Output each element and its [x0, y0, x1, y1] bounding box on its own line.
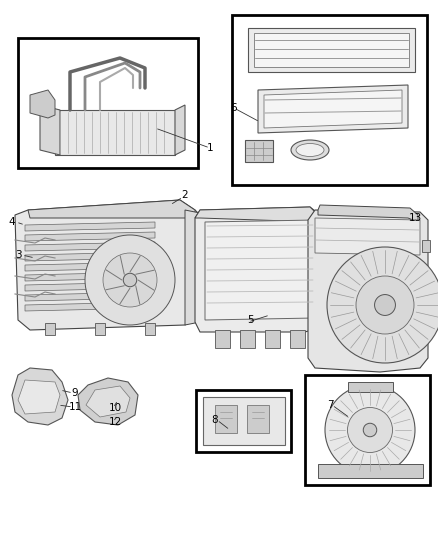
- Circle shape: [374, 295, 396, 316]
- Bar: [422, 320, 430, 332]
- Ellipse shape: [291, 140, 329, 160]
- Text: 12: 12: [108, 417, 122, 427]
- Text: 1: 1: [207, 143, 213, 153]
- Polygon shape: [78, 378, 138, 425]
- Bar: [422, 240, 430, 252]
- Text: 5: 5: [247, 315, 253, 325]
- Bar: [18, 38, 198, 168]
- Text: 11: 11: [68, 402, 81, 412]
- Polygon shape: [240, 330, 255, 348]
- Text: 9: 9: [72, 388, 78, 398]
- Text: 13: 13: [408, 213, 422, 223]
- Polygon shape: [18, 380, 60, 414]
- Circle shape: [123, 273, 137, 287]
- Text: 6: 6: [231, 103, 237, 113]
- Bar: [422, 280, 430, 292]
- Bar: [45, 323, 55, 335]
- Text: 4: 4: [9, 217, 15, 227]
- Polygon shape: [40, 105, 60, 155]
- Polygon shape: [25, 232, 155, 241]
- Bar: [196, 390, 291, 452]
- Polygon shape: [30, 90, 55, 118]
- Polygon shape: [28, 200, 195, 218]
- Polygon shape: [265, 330, 280, 348]
- Bar: [215, 405, 237, 433]
- Polygon shape: [308, 210, 428, 372]
- Polygon shape: [25, 252, 155, 261]
- Polygon shape: [318, 205, 418, 222]
- Bar: [203, 397, 285, 445]
- Polygon shape: [25, 302, 155, 311]
- Circle shape: [325, 385, 415, 475]
- Text: 8: 8: [212, 415, 218, 425]
- Text: 7: 7: [327, 400, 333, 410]
- Bar: [245, 140, 273, 162]
- Polygon shape: [86, 386, 130, 417]
- Bar: [348, 382, 393, 392]
- Polygon shape: [15, 200, 200, 330]
- Circle shape: [327, 247, 438, 363]
- Polygon shape: [25, 262, 155, 271]
- Polygon shape: [258, 85, 408, 133]
- Polygon shape: [25, 282, 155, 291]
- Polygon shape: [315, 218, 420, 255]
- Polygon shape: [254, 33, 409, 67]
- Polygon shape: [205, 220, 315, 320]
- Bar: [305, 375, 430, 485]
- Circle shape: [347, 408, 392, 453]
- Polygon shape: [195, 207, 325, 332]
- Polygon shape: [195, 207, 318, 222]
- Polygon shape: [185, 210, 215, 325]
- Ellipse shape: [296, 143, 324, 157]
- Polygon shape: [215, 330, 230, 348]
- Circle shape: [85, 235, 175, 325]
- Polygon shape: [55, 110, 175, 155]
- Polygon shape: [12, 368, 68, 425]
- Polygon shape: [264, 90, 402, 128]
- Bar: [145, 323, 155, 335]
- Text: 10: 10: [109, 403, 122, 413]
- Bar: [95, 323, 105, 335]
- Polygon shape: [248, 28, 415, 72]
- Bar: [232, 15, 427, 185]
- Polygon shape: [25, 272, 155, 281]
- Bar: [247, 405, 269, 433]
- Circle shape: [363, 423, 377, 437]
- Polygon shape: [290, 330, 305, 348]
- Text: 2: 2: [182, 190, 188, 200]
- Polygon shape: [175, 105, 185, 155]
- Circle shape: [356, 276, 414, 334]
- Polygon shape: [25, 292, 155, 301]
- Polygon shape: [25, 222, 155, 231]
- Circle shape: [103, 253, 157, 307]
- Bar: [318, 464, 423, 478]
- Polygon shape: [25, 242, 155, 251]
- Text: 3: 3: [15, 250, 21, 260]
